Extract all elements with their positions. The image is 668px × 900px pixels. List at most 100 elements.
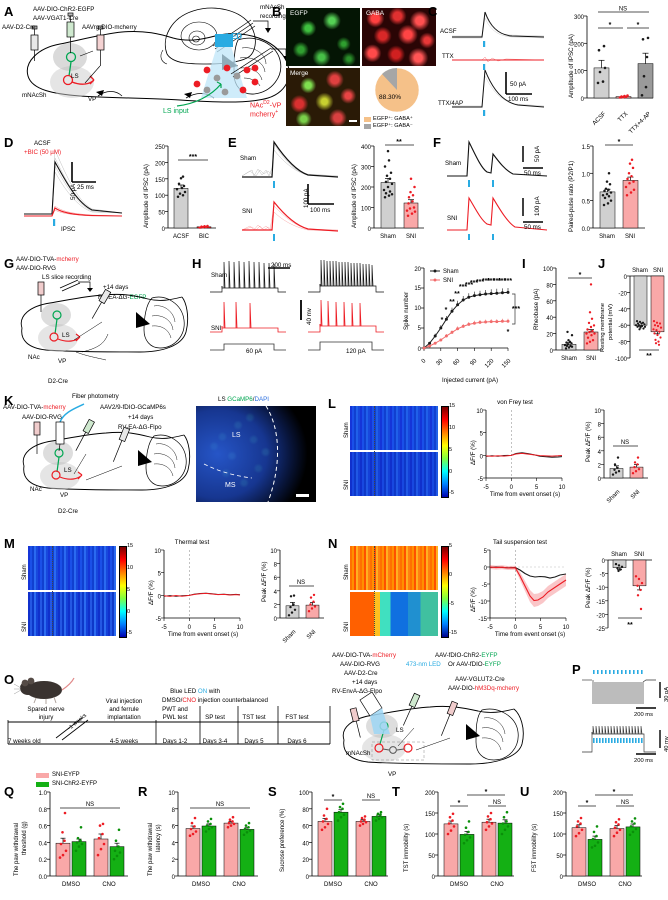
svg-text:-60: -60 [618, 324, 627, 330]
panelO-inj-7: AAV-VGLUT2-Cre [455, 676, 505, 683]
svg-text:-80: -80 [618, 341, 627, 347]
panelP-scale-30pa: 30 pA [664, 686, 668, 702]
svg-text:0: 0 [188, 625, 192, 631]
panel-label-P: P [572, 662, 581, 677]
svg-text:60: 60 [452, 358, 461, 367]
panelD-ipsc-label: IPSC [61, 226, 76, 233]
panelM-chart-title: Thermal test [174, 539, 210, 546]
panelM-xlabel: Time from event onset (s) [167, 631, 239, 638]
svg-text:30: 30 [435, 358, 444, 367]
panelO-tl-h5: FST test [285, 714, 309, 721]
legend-item-0: SNI-EYFP [36, 772, 80, 778]
svg-text:200: 200 [361, 186, 372, 192]
panelP-scale-200ms-2: 200 ms [634, 758, 654, 764]
svg-text:1.5: 1.5 [582, 145, 591, 151]
svg-text:*: * [637, 22, 640, 29]
svg-text:300: 300 [361, 166, 372, 172]
panelF-ylabel: Paired-pulse ratio (P2/P1) [568, 160, 575, 232]
panelF-trace-label-sni: SNI [447, 215, 458, 222]
panelQ-bar-chart: 1.0 0.8 0.6 0.4 0.2 0.0 NS [16, 786, 136, 896]
svg-text:*: * [332, 794, 335, 801]
svg-text:Sham: Sham [380, 234, 396, 240]
panelS-bar-chart: 100 80 60 40 20 0 * [280, 786, 395, 896]
svg-text:5: 5 [158, 572, 162, 578]
panelK-micro-label-ms: MS [225, 482, 236, 489]
svg-text:***: *** [459, 284, 467, 291]
panelB-legend-1: EGFP⁺: GABA⁻ [364, 123, 413, 129]
svg-text:0: 0 [432, 875, 436, 881]
panelO-inj-5: AAV-fDIO-ChR2-EYFP [435, 652, 498, 659]
panelP-scale-40mv: 40 mv [664, 736, 668, 752]
svg-text:Sham: Sham [611, 552, 627, 558]
panelN-chart-title: Tail suspension test [493, 539, 547, 546]
panelC-ylabel: Amplitude of IPSC (pA) [568, 34, 575, 98]
panel-label-Q: Q [4, 784, 15, 799]
svg-text:20: 20 [546, 333, 553, 339]
panel-label-E: E [228, 135, 237, 150]
panelA-mcherry-label: mcherry+ [250, 109, 279, 119]
panelL-cb-m5: -5 [449, 490, 454, 496]
panel-label-L: L [328, 396, 336, 411]
svg-text:80: 80 [302, 808, 309, 814]
panelI-bar-chart: 100 80 60 40 20 0 * Sham SNI [530, 262, 612, 372]
panelF-scale-50ms-1: 50 ms [524, 170, 541, 177]
panelB-micrograph-gaba [362, 8, 436, 66]
panelK-scalebar [296, 494, 309, 497]
panelH-trace-label-sham: Sham [211, 272, 228, 279]
panelO-tl-v0: 7 weeks old [8, 738, 41, 745]
svg-text:200: 200 [574, 42, 585, 48]
panel-label-T: T [392, 784, 400, 799]
svg-text:100: 100 [553, 833, 564, 839]
panelA-led-label: LED [226, 32, 242, 41]
svg-text:200: 200 [425, 791, 436, 797]
panelO-tl-h1b: and ferrule [109, 706, 139, 713]
svg-text:***: *** [482, 278, 490, 285]
svg-text:NS: NS [367, 794, 375, 800]
panelB-pie-value: 88.30% [379, 94, 402, 101]
panel-G-schematic [12, 279, 192, 368]
panelE-ylabel: Amplitude of IPSC (pA) [351, 164, 358, 228]
svg-text:0: 0 [510, 485, 514, 491]
panel-label-K: K [4, 393, 14, 408]
svg-text:1.0: 1.0 [582, 172, 591, 178]
panelG-inj-0: AAV-DIO-TVA-mcherry [16, 256, 79, 263]
panelE-bar-chart: 400 300 200 100 0 ** Sham SNI [348, 138, 436, 248]
panelR-ylabel-2: latency (s) [156, 824, 162, 852]
panelK-micrograph-ls [196, 406, 316, 502]
svg-text:10: 10 [563, 625, 570, 631]
panelG-inj-1: AAV-DIO-RVG [16, 265, 56, 272]
svg-text:-25: -25 [596, 627, 605, 633]
svg-text:150: 150 [155, 178, 166, 184]
panel-label-C: C [428, 4, 438, 19]
svg-text:5: 5 [484, 549, 488, 555]
panelB-legend-swatch-1 [364, 123, 371, 129]
svg-text:0: 0 [162, 227, 166, 233]
svg-text:-10: -10 [478, 600, 487, 606]
svg-text:250: 250 [155, 145, 166, 151]
panelO-tl-h3: SP test [205, 714, 225, 721]
svg-text:***: *** [189, 154, 197, 161]
svg-text:100: 100 [574, 70, 585, 76]
svg-text:*: * [586, 800, 589, 807]
panel-label-R: R [138, 784, 148, 799]
legend-swatch-chr2 [36, 781, 49, 787]
panelQ-ylabel-1: The paw withdrawal [14, 822, 20, 876]
svg-text:50: 50 [158, 211, 165, 217]
svg-text:8: 8 [274, 563, 278, 569]
svg-text:100: 100 [543, 267, 554, 273]
svg-text:0: 0 [418, 347, 422, 353]
panel-label-I: I [522, 256, 526, 271]
panelD-trace-label-bic: +BIC (50 µM) [24, 149, 62, 156]
svg-text:200: 200 [155, 161, 166, 167]
svg-text:Sham: Sham [632, 268, 648, 274]
panelL-cb-10: 10 [449, 425, 456, 431]
svg-text:NS: NS [493, 800, 501, 806]
svg-text:ACSF: ACSF [173, 234, 189, 240]
svg-text:**: ** [454, 291, 460, 298]
panel-label-M: M [4, 536, 15, 551]
svg-text:40: 40 [302, 841, 309, 847]
panelO-inj-3: +14 days [352, 679, 378, 686]
panel-label-H: H [192, 256, 202, 271]
panelO-brain-ls: LS [396, 727, 404, 734]
